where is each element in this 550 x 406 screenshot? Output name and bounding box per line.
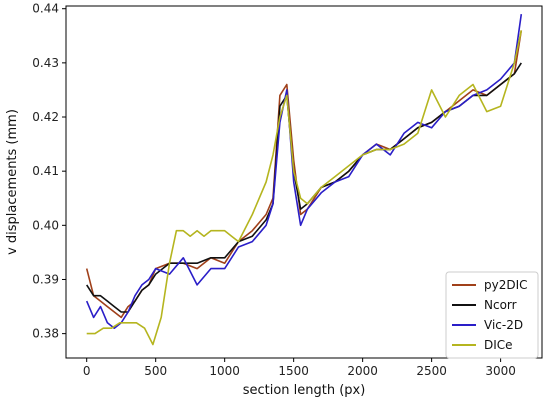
y-tick-label: 0.39 [32, 272, 59, 286]
legend-label: py2DIC [484, 278, 528, 292]
x-tick-label: 0 [83, 364, 91, 378]
series-line-ncorr [86, 62, 522, 313]
x-tick-label: 3000 [485, 364, 516, 378]
x-tick-label: 2500 [416, 364, 447, 378]
y-tick-label: 0.38 [32, 327, 59, 341]
legend-box [445, 271, 539, 359]
x-tick-label: 2000 [347, 364, 378, 378]
series-layer [85, 13, 523, 346]
x-tick-label: 500 [144, 364, 167, 378]
x-axis: 0 500 1000 1500 2000 2500 3000 [83, 358, 516, 378]
y-tick-label: 0.42 [32, 110, 59, 124]
y-tick-label: 0.43 [32, 56, 59, 70]
y-axis-label: v displacements (mm) [5, 109, 20, 255]
y-tick-label: 0.40 [32, 218, 59, 232]
y-axis: 0.38 0.39 0.40 0.41 0.42 0.43 0.44 [32, 2, 66, 341]
series-line-dice [86, 30, 523, 346]
y-tick-label: 0.41 [32, 164, 59, 178]
series-line-vic-2d [85, 13, 523, 329]
x-tick-label: 1500 [278, 364, 309, 378]
y-tick-label: 0.44 [32, 2, 59, 16]
x-axis-label: section length (px) [243, 383, 366, 398]
legend-label: DICe [484, 338, 513, 352]
x-tick-label: 1000 [209, 364, 240, 378]
legend: py2DIC Ncorr Vic-2D DICe [445, 271, 539, 359]
legend-label: Ncorr [484, 298, 517, 312]
legend-label: Vic-2D [484, 318, 523, 332]
